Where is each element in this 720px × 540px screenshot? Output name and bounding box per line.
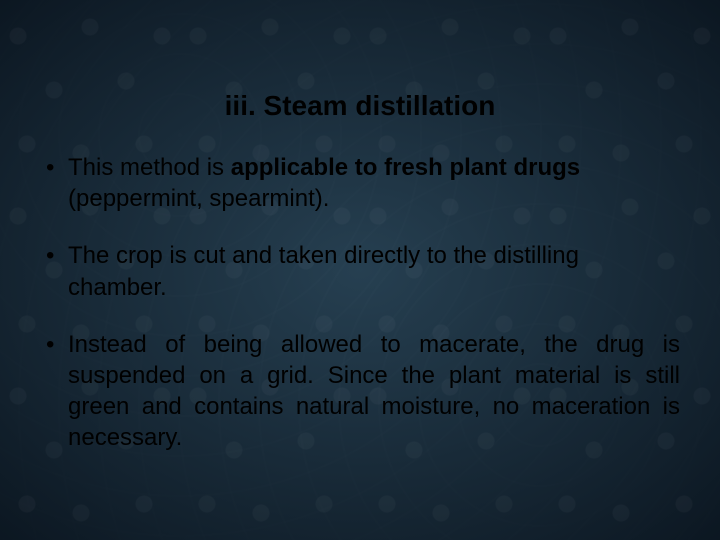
bullet-item: Instead of being allowed to macerate, th… (40, 329, 680, 454)
slide-title: iii. Steam distillation (40, 90, 680, 122)
text-run: Instead of being allowed to macerate, th… (68, 331, 680, 452)
text-run: (peppermint, spearmint). (68, 185, 329, 212)
bullet-list: This method is applicable to fresh plant… (40, 152, 680, 454)
text-run: This method is (68, 154, 231, 181)
text-run: applicable to fresh plant drugs (231, 154, 580, 181)
bullet-item: This method is applicable to fresh plant… (40, 152, 680, 214)
bullet-item: The crop is cut and taken directly to th… (40, 240, 680, 302)
slide: iii. Steam distillation This method is a… (0, 0, 720, 540)
text-run: The crop is cut and taken directly to th… (68, 242, 579, 300)
